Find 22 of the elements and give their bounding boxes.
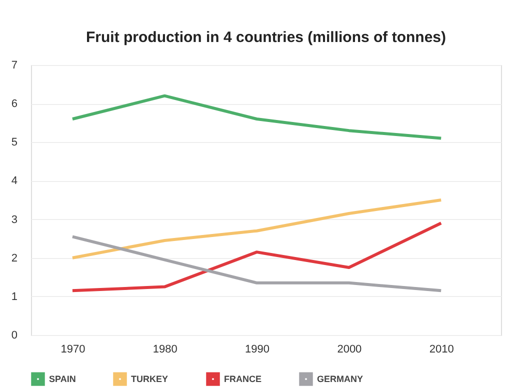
y-tick-label: 7 [11,60,18,72]
x-tick-label: 1990 [245,344,270,356]
x-tick-label: 1980 [152,344,178,356]
chart-title: Fruit production in 4 countries (millions of tonnes) [86,29,446,46]
x-tick-label: 2000 [337,344,362,356]
y-tick-label: 2 [11,252,18,264]
y-tick-label: 6 [11,98,18,110]
y-tick-label: 0 [11,330,18,342]
legend-label: TURKEY [131,374,168,384]
y-tick-label: 5 [11,136,18,149]
y-tick-label: 4 [11,175,18,188]
y-tick-label: 3 [11,214,18,226]
x-tick-label: 2010 [429,344,454,356]
legend-label: SPAIN [49,374,76,384]
x-tick-label: 1970 [60,344,86,356]
y-tick-label: 1 [11,290,18,303]
line-series [70,222,443,292]
legend-label: FRANCE [224,374,262,384]
line-series [70,235,443,292]
legend-label: GERMANY [317,374,364,384]
line-series [70,198,443,260]
line-series [70,94,443,140]
